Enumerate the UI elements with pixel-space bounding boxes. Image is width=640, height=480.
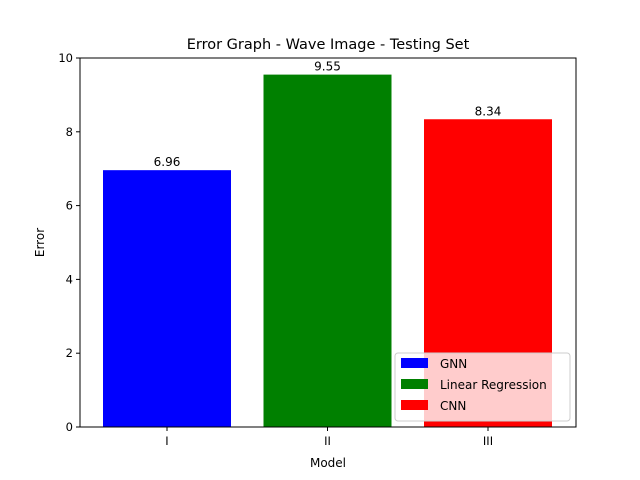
bar-value-label: 8.34 bbox=[475, 104, 502, 118]
legend-swatch bbox=[401, 358, 428, 368]
legend-label: Linear Regression bbox=[440, 378, 547, 392]
legend-label: CNN bbox=[440, 399, 466, 413]
value-labels-layer: 6.96 9.55 8.34 bbox=[154, 60, 502, 170]
x-axis-label: Model bbox=[310, 456, 346, 470]
y-tick-label: 10 bbox=[58, 51, 73, 65]
bar-value-label: 6.96 bbox=[154, 155, 181, 169]
x-tick-label: III bbox=[483, 434, 493, 448]
bars-layer bbox=[103, 74, 552, 427]
bar-value-label: 9.55 bbox=[314, 60, 341, 74]
x-axis: I II III bbox=[165, 427, 493, 448]
y-axis-label: Error bbox=[33, 228, 47, 257]
chart-title: Error Graph - Wave Image - Testing Set bbox=[187, 37, 470, 53]
legend-entries: GNN Linear Regression CNN bbox=[401, 357, 547, 413]
legend-swatch bbox=[401, 379, 428, 389]
x-tick-label: I bbox=[165, 434, 168, 448]
y-tick-label: 8 bbox=[66, 125, 73, 139]
x-tick-label: II bbox=[324, 434, 331, 448]
legend-box bbox=[394, 352, 571, 422]
y-tick-label: 4 bbox=[66, 272, 73, 286]
y-tick-label: 0 bbox=[66, 420, 73, 434]
y-tick-label: 2 bbox=[66, 346, 73, 360]
legend-label: GNN bbox=[440, 357, 467, 371]
y-tick-label: 6 bbox=[66, 199, 73, 213]
bar-i bbox=[103, 170, 231, 427]
y-axis: 0 2 4 6 8 10 bbox=[58, 51, 80, 434]
bar-ii bbox=[263, 74, 392, 427]
legend-swatch bbox=[401, 400, 428, 410]
legend: GNN Linear Regression CNN bbox=[394, 352, 571, 422]
